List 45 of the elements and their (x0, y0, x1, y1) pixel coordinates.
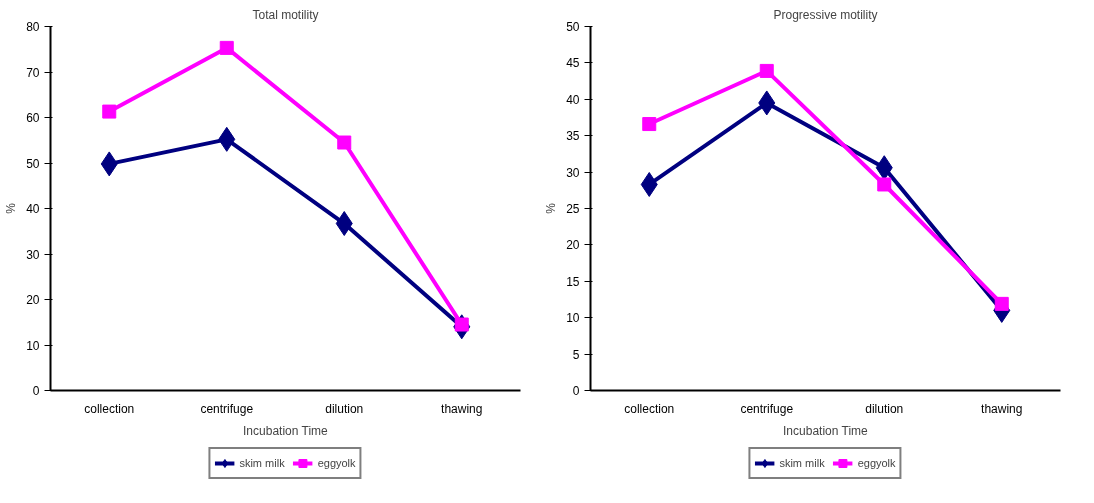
y-tick-label: 0 (32, 384, 40, 398)
y-tick-label: 45 (566, 56, 580, 71)
y-tick-label: 30 (566, 165, 580, 180)
y-tick-label: 35 (566, 129, 580, 144)
legend-label: skim milk (239, 456, 285, 469)
x-tick-label: thawing (981, 401, 1023, 416)
x-tick-label: centrifuge (740, 401, 794, 416)
x-tick-label: centrifuge (200, 401, 254, 416)
x-tick-label: dilution (325, 401, 364, 416)
y-tick-label: 20 (566, 238, 580, 253)
y-tick-label: 10 (566, 311, 580, 326)
point (877, 177, 892, 192)
x-tick-label: thawing (441, 401, 483, 416)
legend-label: eggyolk (857, 456, 896, 469)
point (642, 117, 657, 132)
y-tick-label: 70 (26, 65, 40, 80)
y-tick-label: 0 (572, 384, 580, 398)
chart-title: Progressive motility (773, 7, 878, 22)
x-tick-label: collection (624, 401, 675, 416)
legend-label: skim milk (779, 456, 825, 469)
y-axis-title: % (4, 202, 19, 214)
y-tick-label: 40 (566, 92, 580, 107)
chart-title: Total motility (252, 7, 319, 22)
legend-label: eggyolk (317, 456, 356, 469)
y-tick-label: 15 (566, 274, 580, 289)
x-axis-title: Incubation Time (783, 423, 869, 438)
y-tick-label: 60 (26, 111, 40, 125)
x-axis-title: Incubation Time (243, 423, 329, 438)
point (994, 296, 1009, 311)
point (102, 104, 117, 119)
x-tick-label: dilution (865, 401, 904, 416)
y-tick-label: 10 (26, 338, 40, 353)
y-tick-label: 25 (566, 202, 580, 216)
y-tick-label: 50 (566, 20, 580, 34)
point (759, 63, 774, 78)
y-tick-label: 80 (26, 20, 40, 34)
y-tick-label: 40 (26, 202, 40, 216)
point (337, 135, 352, 150)
point (219, 40, 234, 55)
y-tick-label: 30 (26, 247, 40, 262)
x-tick-label: collection (84, 401, 135, 416)
y-axis-title: % (544, 202, 559, 214)
y-tick-label: 50 (26, 156, 40, 171)
y-tick-label: 5 (572, 347, 580, 362)
y-tick-label: 20 (26, 293, 40, 307)
